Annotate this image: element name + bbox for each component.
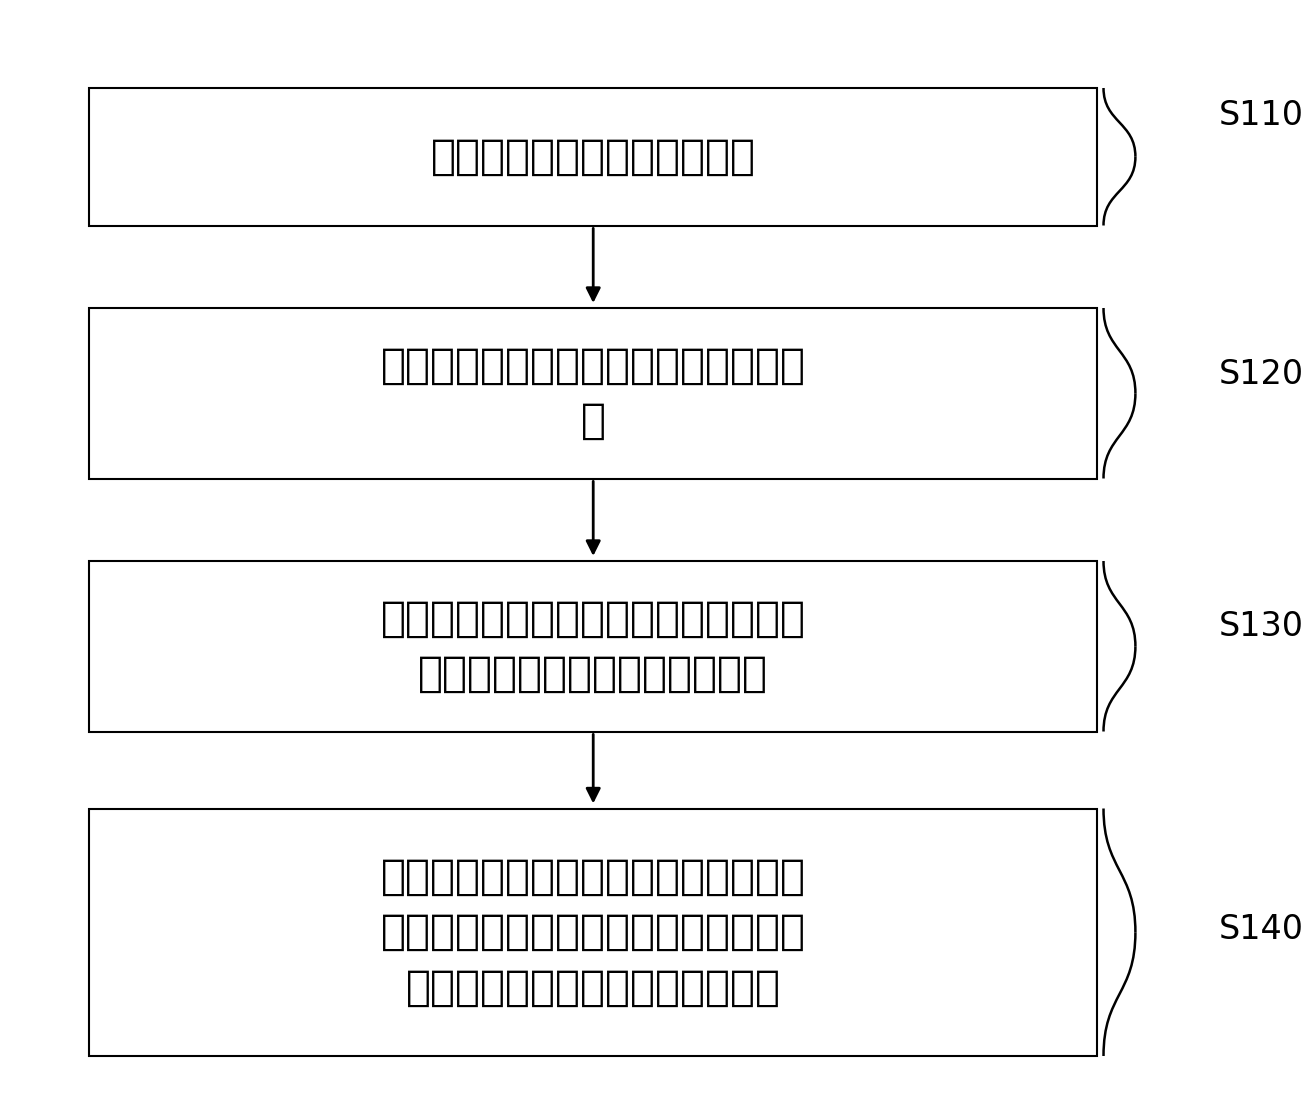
FancyBboxPatch shape xyxy=(89,561,1097,732)
FancyBboxPatch shape xyxy=(89,808,1097,1056)
Text: 确定检修时间段和待检修屏柜: 确定检修时间段和待检修屏柜 xyxy=(431,135,756,178)
Text: 检测待检修屏柜的柜门是否处于开启状
态: 检测待检修屏柜的柜门是否处于开启状 态 xyxy=(381,344,806,442)
Text: S120: S120 xyxy=(1218,358,1303,390)
Text: S140: S140 xyxy=(1218,913,1303,946)
Text: 若待检修屏柜的柜门处于开启状态，判
断当前时间是否在检修时间段内: 若待检修屏柜的柜门处于开启状态，判 断当前时间是否在检修时间段内 xyxy=(381,597,806,695)
Text: 若当前时间不在检修时间段内，控制报
警模块报警，同时控制显示模块显示待
检修屏柜的柜门处于异常开启状态: 若当前时间不在检修时间段内，控制报 警模块报警，同时控制显示模块显示待 检修屏柜… xyxy=(381,856,806,1009)
FancyBboxPatch shape xyxy=(89,88,1097,225)
Text: S110: S110 xyxy=(1218,99,1303,132)
Text: S130: S130 xyxy=(1218,610,1303,643)
FancyBboxPatch shape xyxy=(89,308,1097,478)
